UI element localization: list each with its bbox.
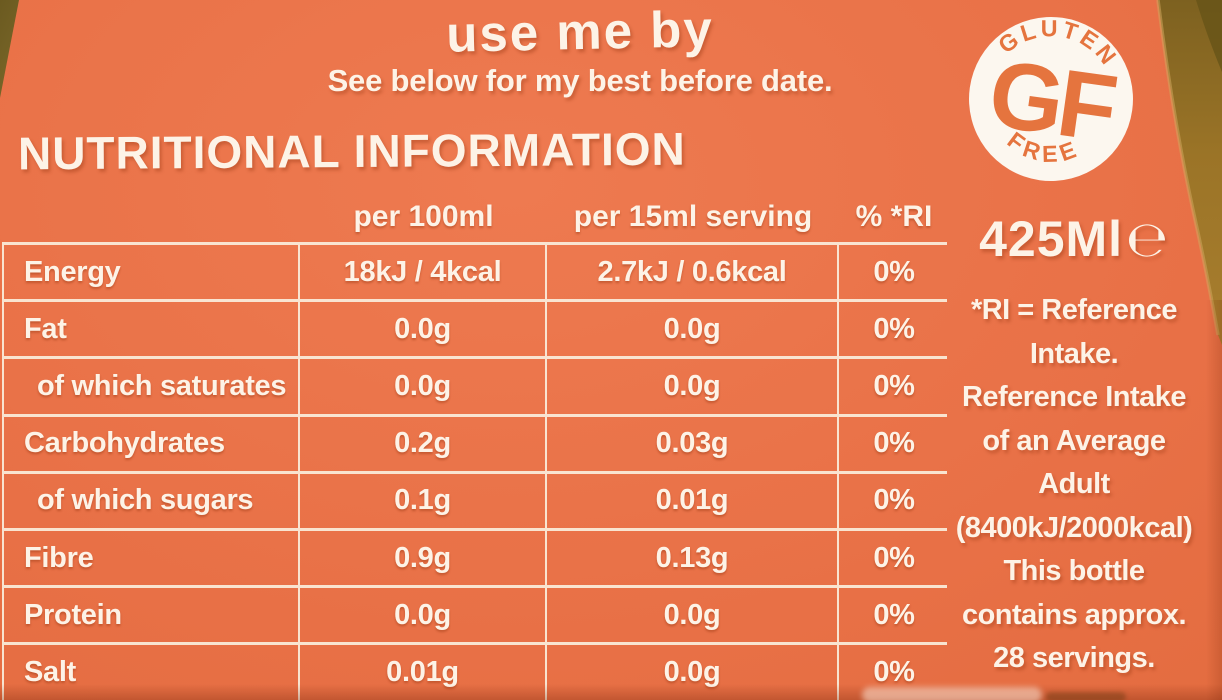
- nutrient-name: Protein: [4, 588, 300, 643]
- ri-note-line: *RI = Reference: [970, 294, 1178, 326]
- table-row-fibre: Fibre 0.9g 0.13g 0%: [4, 527, 947, 586]
- ri-note-line: Intake.: [1029, 337, 1119, 370]
- value-per-serving: 0.0g: [547, 359, 839, 414]
- table-row-sugars: of which sugars 0.1g 0.01g 0%: [4, 470, 947, 528]
- value-per-100ml: 0.0g: [300, 588, 547, 643]
- value-ri: 0%: [873, 312, 915, 345]
- value-ri: 0%: [873, 598, 915, 631]
- table-row-protein: Protein 0.0g 0.0g 0%: [4, 585, 947, 643]
- value-per-serving: 0.0g: [547, 302, 839, 357]
- value-per-serving: 0.0g: [547, 588, 839, 643]
- nutrition-table: per 100ml per 15ml serving % *RI Energy …: [2, 188, 947, 700]
- value-per-100ml: 0.0g: [300, 359, 547, 414]
- ri-note-line: (8400kJ/2000kcal): [955, 511, 1193, 544]
- nutrition-title: NUTRITIONAL INFORMATION: [17, 122, 686, 180]
- value-ri: 0%: [873, 541, 915, 574]
- ri-note-line: contains approx.: [961, 598, 1187, 631]
- table-body: Energy 18kJ / 4kcal 2.7kJ / 0.6kcal 0% F…: [2, 242, 947, 700]
- best-before-note: See below for my best before date.: [327, 63, 833, 98]
- value-per-100ml: 0.01g: [300, 645, 547, 700]
- estimated-sign: ℮: [1126, 211, 1169, 268]
- value-ri: 0%: [873, 369, 915, 402]
- value-per-serving: 0.0g: [547, 645, 839, 700]
- value-per-serving: 0.01g: [547, 473, 839, 528]
- column-header-ri: % *RI: [855, 200, 933, 233]
- value-per-100ml: 0.1g: [300, 473, 547, 528]
- value-per-100ml: 0.2g: [300, 416, 547, 471]
- table-row-salt: Salt 0.01g 0.0g 0%: [4, 642, 947, 700]
- value-per-100ml: 18kJ / 4kcal: [300, 245, 547, 300]
- value-ri: 0%: [873, 427, 915, 460]
- ri-note-line: Reference Intake: [961, 381, 1187, 413]
- cutoff-text-smudge-dark: [1046, 692, 1126, 700]
- value-ri: 0%: [873, 255, 915, 288]
- nutrient-name: Fibre: [4, 530, 300, 586]
- bottle-edge-shadow: [1206, 300, 1222, 700]
- ri-note-line: 28 servings.: [993, 642, 1155, 674]
- gf-badge-letters: GF: [983, 40, 1120, 162]
- column-header-spacer: [4, 188, 300, 242]
- nutrient-name: Fat: [4, 302, 300, 357]
- nutrient-name: of which sugars: [4, 473, 300, 528]
- value-ri: 0%: [873, 655, 915, 688]
- value-per-serving: 2.7kJ / 0.6kcal: [547, 245, 839, 300]
- table-row-energy: Energy 18kJ / 4kcal 2.7kJ / 0.6kcal 0%: [4, 242, 947, 300]
- gf-badge-circle: [969, 17, 1133, 181]
- ri-note-line: Adult: [1038, 468, 1110, 500]
- ri-note-line: of an Average: [982, 424, 1166, 457]
- column-header-per-100ml: per 100ml: [353, 200, 494, 233]
- cutoff-text-smudge: [862, 687, 1042, 700]
- value-per-100ml: 0.9g: [300, 530, 547, 586]
- volume-text: 425Ml℮: [948, 210, 1200, 268]
- value-ri: 0%: [873, 484, 915, 517]
- value-per-serving: 0.03g: [547, 416, 839, 471]
- table-header-row: per 100ml per 15ml serving % *RI: [2, 188, 947, 242]
- table-row-carbohydrates: Carbohydrates 0.2g 0.03g 0%: [4, 413, 947, 471]
- nutrient-name: of which saturates: [4, 359, 300, 414]
- table-row-saturates: of which saturates 0.0g 0.0g 0%: [4, 356, 947, 414]
- nutrient-name: Energy: [4, 245, 300, 300]
- reference-intake-note: *RI = Reference Intake. Reference Intake…: [948, 289, 1200, 681]
- value-per-100ml: 0.0g: [300, 302, 547, 357]
- background-corner-wedge: [0, 0, 19, 98]
- use-me-by-heading: use me by: [445, 0, 715, 63]
- ri-note-line: This bottle: [1003, 555, 1145, 587]
- column-header-per-serving: per 15ml serving: [573, 200, 813, 233]
- nutrient-name: Salt: [4, 645, 300, 700]
- gluten-free-badge: GLUTEN GF FREE: [968, 6, 1134, 182]
- bottle-edge-background: [1156, 0, 1222, 345]
- value-per-serving: 0.13g: [547, 530, 839, 586]
- volume-amount: 425Ml: [979, 211, 1124, 267]
- table-row-fat: Fat 0.0g 0.0g 0%: [4, 299, 947, 357]
- nutrient-name: Carbohydrates: [4, 416, 300, 471]
